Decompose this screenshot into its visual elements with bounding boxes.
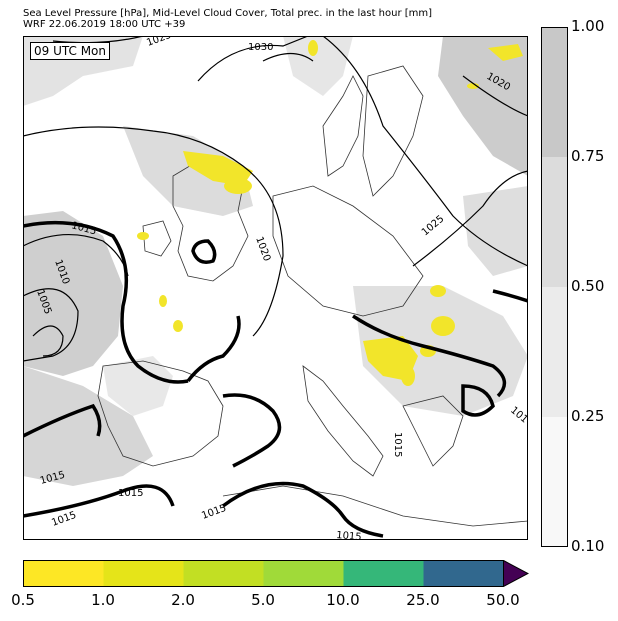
cloud-cover-layer bbox=[23, 36, 528, 486]
precip-tick-label: 5.0 bbox=[251, 591, 275, 609]
precip-bar-segment bbox=[343, 560, 424, 587]
precip-tick-label: 2.0 bbox=[171, 591, 195, 609]
cloud-cover-colorbar bbox=[541, 27, 568, 547]
precip-tick-label: 10.0 bbox=[326, 591, 360, 609]
precip-colorbar bbox=[23, 560, 529, 587]
cloud-bar-segment bbox=[541, 287, 568, 417]
weather-map: 1025 1030 1020 1015 1010 1005 1020 1025 … bbox=[23, 36, 528, 540]
precip-bar-extend-arrow bbox=[503, 560, 529, 587]
map-frame bbox=[23, 36, 528, 540]
precip-bar-segment bbox=[23, 560, 104, 587]
isobar-label: 1030 bbox=[248, 42, 273, 53]
precip-bar-segment bbox=[423, 560, 504, 587]
precip-tick-label: 25.0 bbox=[406, 591, 440, 609]
isobar-label: 1015 bbox=[336, 530, 362, 540]
precip-tick-label: 1.0 bbox=[91, 591, 115, 609]
cloud-bar-frame bbox=[541, 27, 568, 547]
isobar-label: 1015 bbox=[392, 432, 403, 457]
map-subtitle: WRF 22.06.2019 18:00 UTC +39 bbox=[23, 19, 186, 30]
map-title: Sea Level Pressure [hPa], Mid-Level Clou… bbox=[23, 8, 433, 19]
isobar-label: 1015 bbox=[118, 488, 143, 499]
cloud-tick-label: 0.50 bbox=[571, 277, 605, 295]
valid-time-label: 09 UTC Mon bbox=[30, 42, 110, 60]
precip-bar-segment bbox=[103, 560, 184, 587]
isobars bbox=[23, 36, 528, 362]
cloud-tick-label: 0.10 bbox=[571, 537, 605, 555]
isobars-1015 bbox=[23, 220, 528, 538]
cloud-tick-label: 0.25 bbox=[571, 407, 605, 425]
cloud-tick-label: 1.00 bbox=[571, 17, 605, 35]
cloud-bar-segment bbox=[541, 417, 568, 547]
precip-bar-frame bbox=[23, 560, 504, 587]
cloud-bar-segment bbox=[541, 157, 568, 287]
cloud-tick-label: 0.75 bbox=[571, 147, 605, 165]
cloud-bar-segment bbox=[541, 27, 568, 157]
precip-tick-label: 0.5 bbox=[11, 591, 35, 609]
precip-tick-label: 50.0 bbox=[486, 591, 520, 609]
precip-bar-segment bbox=[183, 560, 264, 587]
precip-bar-segment bbox=[263, 560, 344, 587]
